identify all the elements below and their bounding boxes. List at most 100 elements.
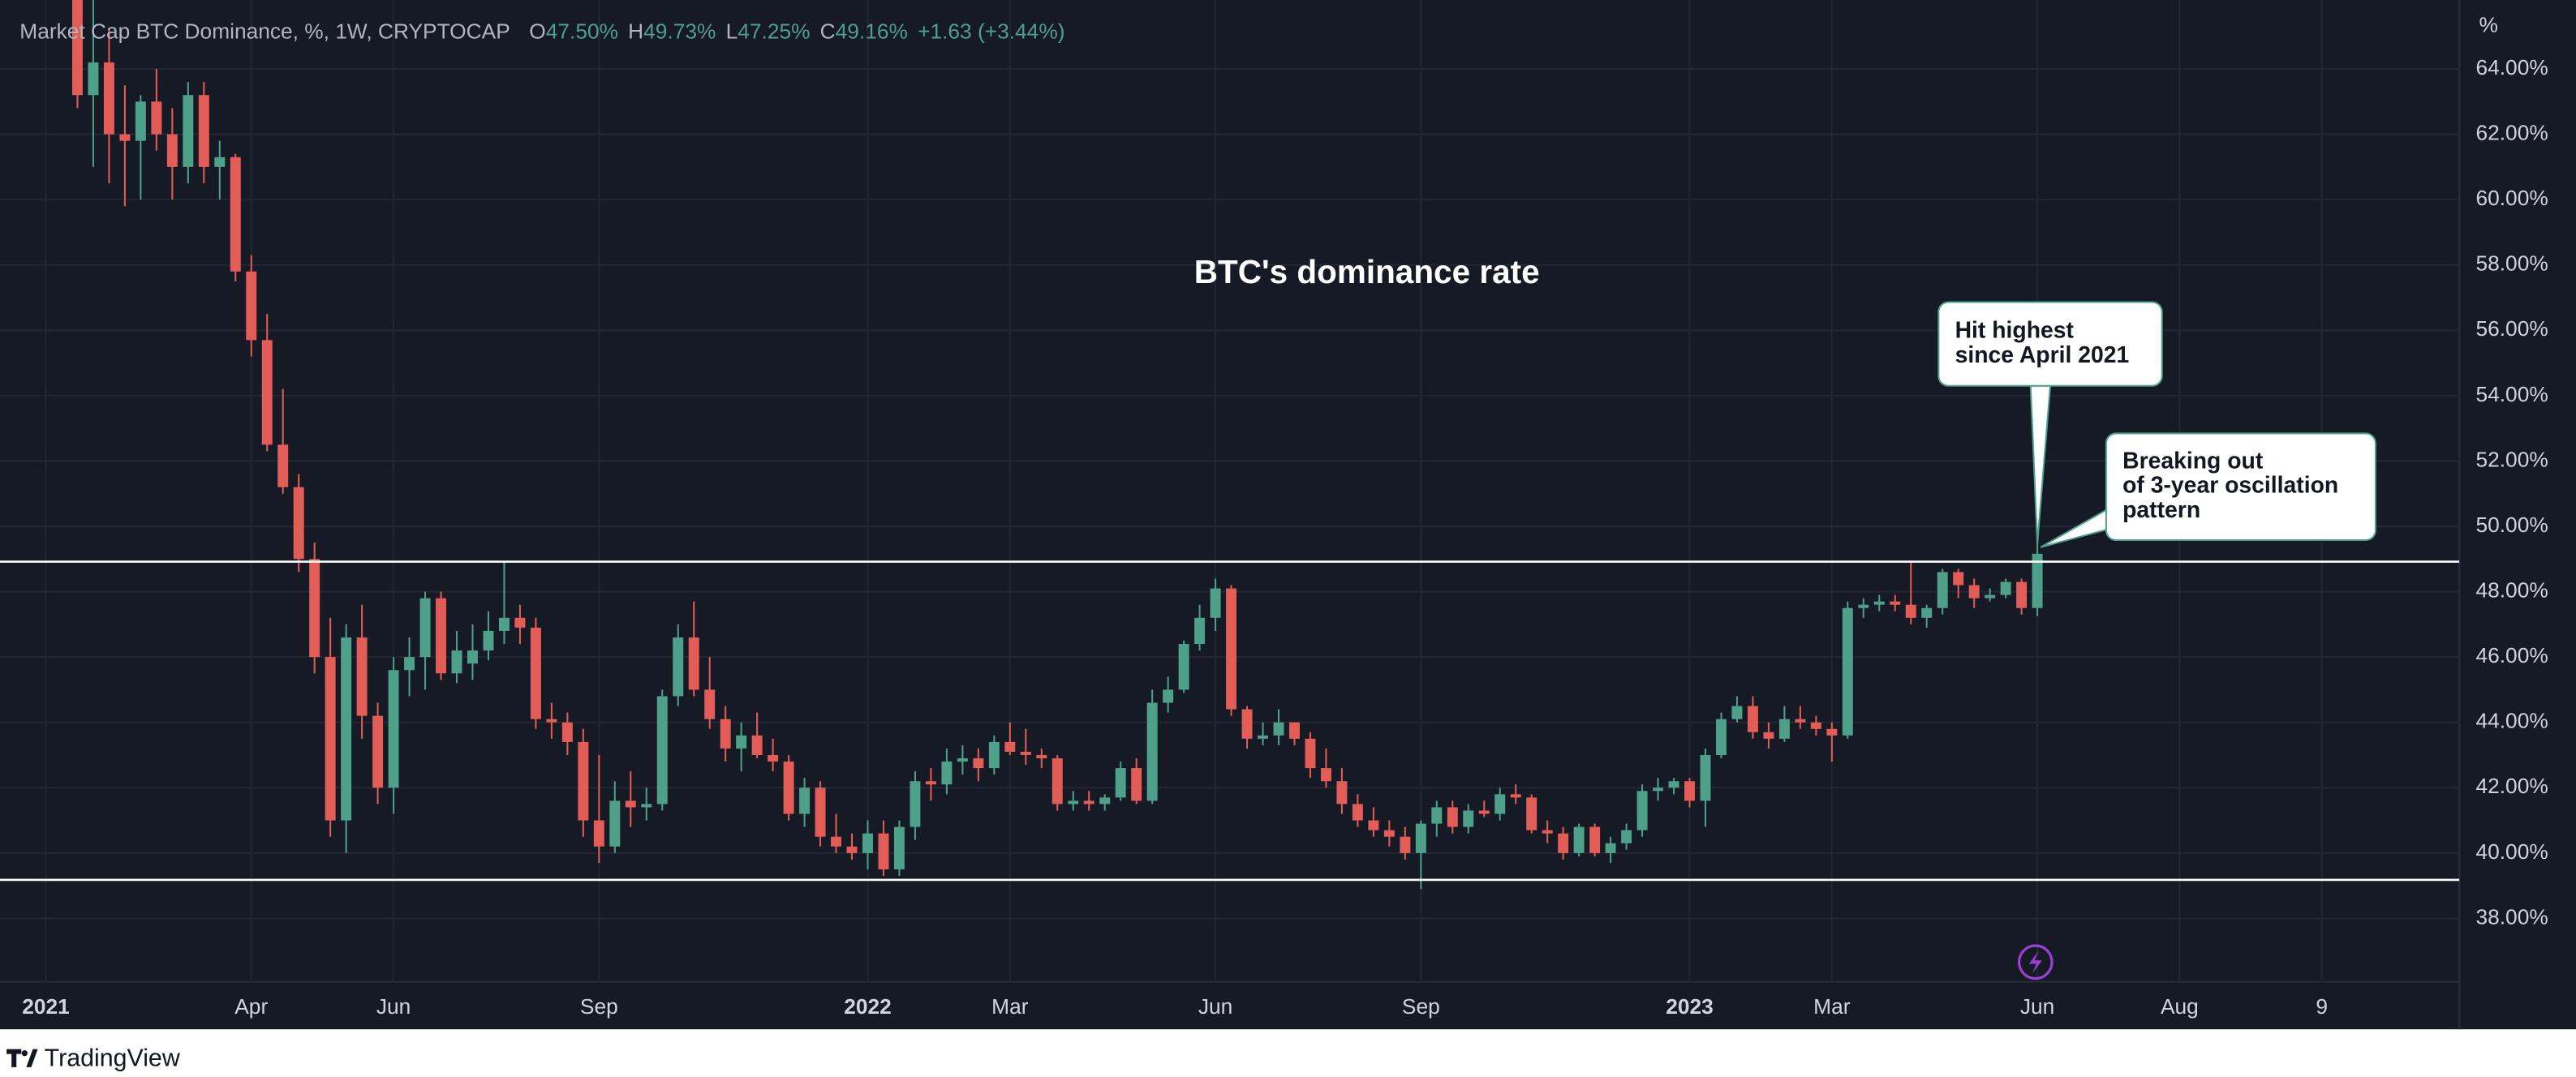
candle-body [768,755,779,762]
candle-body [641,804,652,808]
candle-body [862,833,873,853]
candle-body [1700,755,1711,801]
field-key: H [628,19,643,43]
callout-text: since April 2021 [1955,342,2130,368]
callout-box [2105,432,2376,542]
change: +1.63 (+3.44%) [918,19,1064,43]
x-tick-label: Jun [1198,994,1232,1019]
candle-body [1415,823,1426,853]
candle-body [1510,794,1521,798]
candle-body [1589,826,1601,853]
candle-body [293,487,304,560]
candle-body [1858,604,1869,608]
candle-body [561,722,573,742]
x-tick-label: Mar [1813,994,1851,1019]
candle-body [1194,617,1206,645]
y-tick-label: 54.00% [2475,382,2548,406]
candle-body [1890,601,1901,605]
candle-body [1778,719,1790,739]
candle-body [1731,706,1743,719]
candle-body [1494,794,1506,814]
candle-body [183,95,194,167]
candle-body [1605,843,1616,853]
candle-body [1131,768,1142,801]
candle-body [1795,719,1806,723]
candle-body [1763,732,1774,739]
candle-body [1004,741,1016,752]
x-tick-label: Mar [991,994,1029,1019]
callout-text: of 3-year oscillation [2122,473,2338,499]
candle-body [910,781,921,827]
candle-body [214,157,226,167]
y-tick-label: 64.00% [2475,55,2548,79]
axes: 38.00% 40.00% 42.00% 44.00% 46.00% 48.00% 50.0… [22,55,2548,1019]
candle-body [593,820,604,847]
candle-body [309,559,320,658]
x-tick-label: 9 [2316,994,2328,1019]
candle-body [2032,553,2043,608]
candle-body [119,134,131,141]
y-tick-label: 38.00% [2475,904,2548,929]
field-key: O [529,19,545,43]
candle-body [1099,797,1111,805]
candle-body [1968,585,1980,599]
field-value: 47.50% [546,19,618,43]
field-key: C [820,19,836,43]
candle-body [878,833,889,870]
x-tick-label: 2023 [1666,994,1714,1019]
y-tick-label: 48.00% [2475,578,2548,603]
footer-brand: TradingView [45,1045,180,1072]
candle-body [751,735,763,756]
footer-logo [6,1049,38,1067]
candle-body [467,650,478,664]
candle-body [941,762,953,785]
candle-body [1653,787,1664,792]
candle-body [1163,689,1174,703]
candle-body [1258,735,1269,739]
candle-body [973,758,984,769]
candle-body [815,787,826,837]
candle-body [88,62,99,96]
candle-body [103,62,114,135]
y-tick-label: 60.00% [2475,186,2548,210]
callout-box [1937,301,2163,387]
candle-body [1241,709,1253,739]
symbol: Market Cap BTC Dominance, %, 1W, CRYPTOC… [19,19,510,43]
y-tick-label: 46.00% [2475,643,2548,667]
plot-area [0,0,2460,890]
y-unit: % [2479,12,2498,36]
candle-body [1810,722,1821,729]
candle-body [1447,807,1458,827]
candle-body [1573,826,1585,853]
callout-text: Breaking out [2122,448,2264,474]
candle-body [1068,800,1079,805]
candle-body [799,787,811,814]
candle-body [2000,581,2011,595]
candle-body [688,637,699,690]
candle-body [1873,601,1885,605]
x-tick-label: Aug [2161,994,2199,1019]
candle-body [1336,781,1348,805]
y-tick-label: 44.00% [2475,709,2548,733]
x-tick-label: Jun [2020,994,2054,1019]
candle-body [1352,804,1363,821]
candle-body [625,800,636,808]
lightning-icon [2017,944,2053,980]
candle-body [1921,607,1933,618]
x-tick-label: Jun [376,994,411,1019]
candle-body [246,271,257,341]
y-tick-label: 58.00% [2475,251,2548,276]
candle-body [1289,722,1300,739]
callout-text: pattern [2122,497,2200,523]
candle-body [1937,572,1948,608]
candle-body [1747,706,1758,732]
candle-body [151,101,162,135]
candle-body [261,340,273,445]
candle-body [1083,800,1094,805]
chart-title: BTC's dominance rate [1194,253,1540,290]
candle-body [1020,751,1031,756]
candle-body [957,758,968,762]
callout-text: Hit highest [1955,317,2075,343]
